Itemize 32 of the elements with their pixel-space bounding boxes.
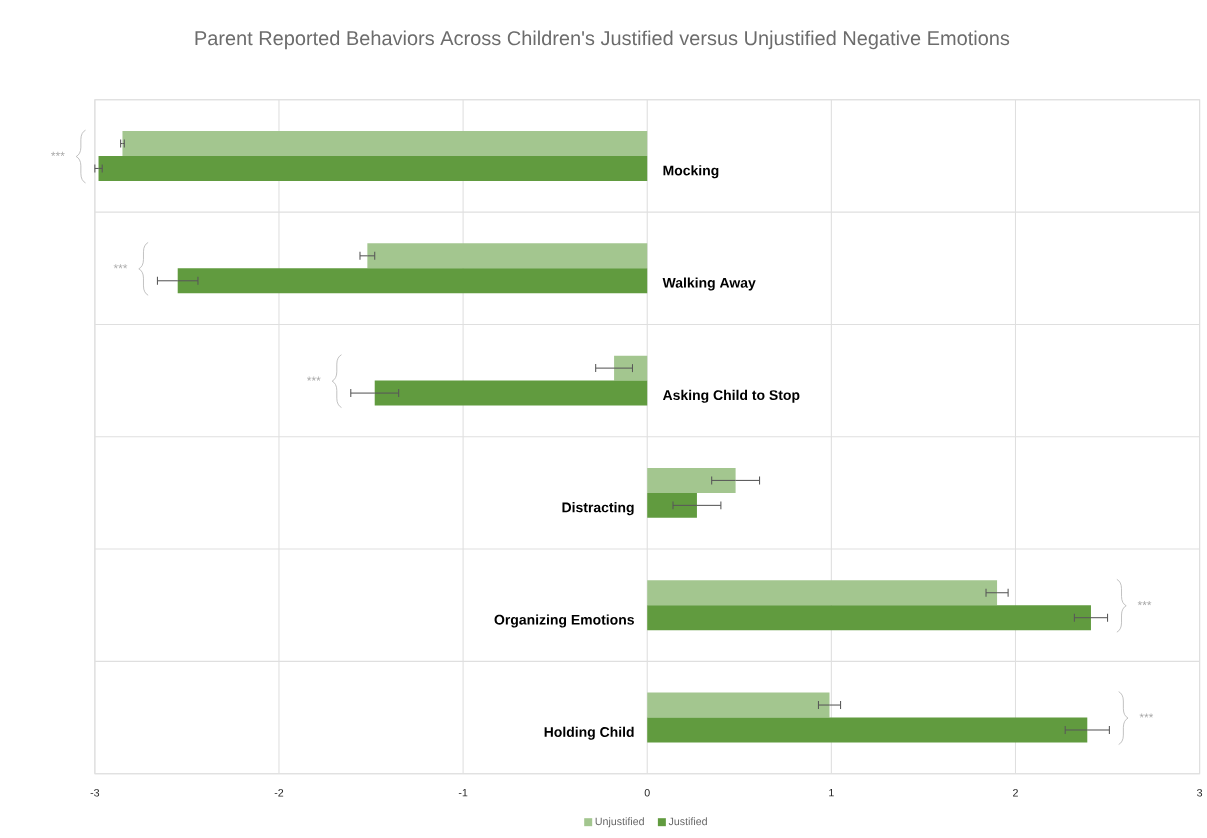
annotation: ***	[1137, 601, 1152, 606]
bar	[647, 580, 998, 606]
x-tick-label: 1	[829, 789, 834, 797]
bar	[177, 268, 648, 294]
x-tick-label: -1	[458, 789, 468, 797]
annotation: ***	[1139, 713, 1154, 718]
bar	[374, 380, 648, 406]
y-tick-label: Organizing Emotions	[494, 614, 634, 628]
x-tick-label: -2	[274, 789, 284, 797]
bar	[647, 692, 830, 718]
bar	[98, 156, 648, 182]
y-tick-label: Mocking	[663, 165, 719, 179]
annotation: ***	[113, 264, 128, 269]
y-tick-label: Walking Away	[662, 277, 756, 291]
bar	[122, 131, 648, 157]
x-tick-label: -3	[90, 789, 100, 797]
y-tick-label: Asking Child to Stop	[662, 389, 800, 404]
bar	[647, 605, 1091, 631]
x-tick-label: 3	[1197, 789, 1203, 797]
x-tick-label: 0	[644, 789, 650, 797]
x-tick-label: 2	[1013, 789, 1018, 797]
legend-label: Justified	[668, 817, 707, 826]
y-tick-label: Holding Child	[544, 726, 634, 740]
y-tick-label: Distracting	[562, 502, 634, 516]
chart-title: Parent Reported Behaviors Across Children's Justified versus Unjustified Negative Emotions	[195, 30, 1010, 50]
annotation: ***	[306, 376, 321, 381]
text: ***	[51, 152, 65, 157]
bar	[647, 717, 1088, 743]
bar	[367, 243, 648, 269]
legend-label: Unjustified	[595, 817, 644, 828]
bar	[647, 468, 736, 494]
bar	[647, 493, 697, 519]
